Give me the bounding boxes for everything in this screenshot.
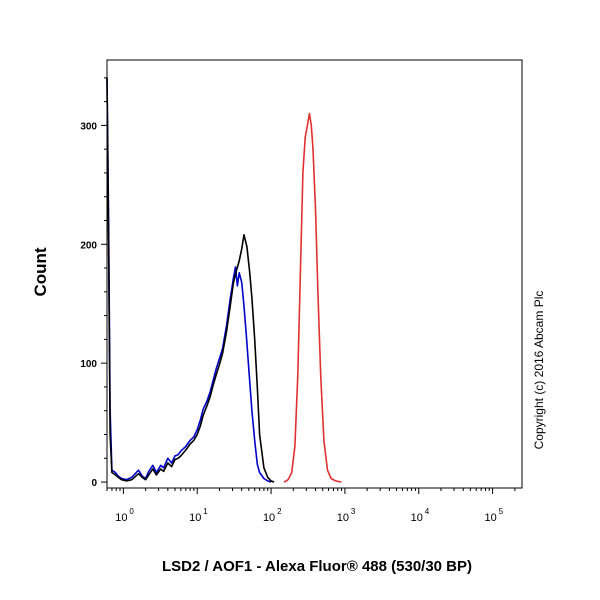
x-tick-label: 10: [189, 512, 201, 524]
x-axis-label: LSD2 / AOF1 - Alexa Fluor® 488 (530/30 B…: [162, 558, 472, 575]
x-tick-exponent: 1: [203, 507, 208, 516]
copyright-annotation: Copyright (c) 2016 Abcam Plc: [532, 291, 546, 450]
series-group: [106, 77, 342, 483]
x-tick-label: 10: [263, 512, 275, 524]
y-tick-label: 0: [91, 478, 97, 489]
y-axis-label: Count: [31, 247, 50, 296]
x-tick-exponent: 0: [129, 507, 134, 516]
x-tick-exponent: 3: [351, 507, 356, 516]
series-line-3: [283, 112, 342, 483]
x-tick-exponent: 4: [425, 507, 430, 516]
y-axis-ticks: 0 100 200 300: [80, 77, 107, 489]
x-tick-label: 10: [115, 512, 127, 524]
y-tick-label: 200: [80, 240, 97, 251]
x-tick-label: 10: [484, 512, 496, 524]
y-tick-label: 300: [80, 121, 97, 132]
x-tick-label: 10: [337, 512, 349, 524]
x-tick-label: 10: [411, 512, 423, 524]
y-tick-label: 100: [80, 359, 97, 370]
x-tick-exponent: 2: [277, 507, 282, 516]
series-line-1: [106, 77, 272, 483]
series-line-2: [106, 77, 275, 483]
plot-frame: [106, 59, 523, 489]
x-tick-exponent: 5: [499, 507, 504, 516]
